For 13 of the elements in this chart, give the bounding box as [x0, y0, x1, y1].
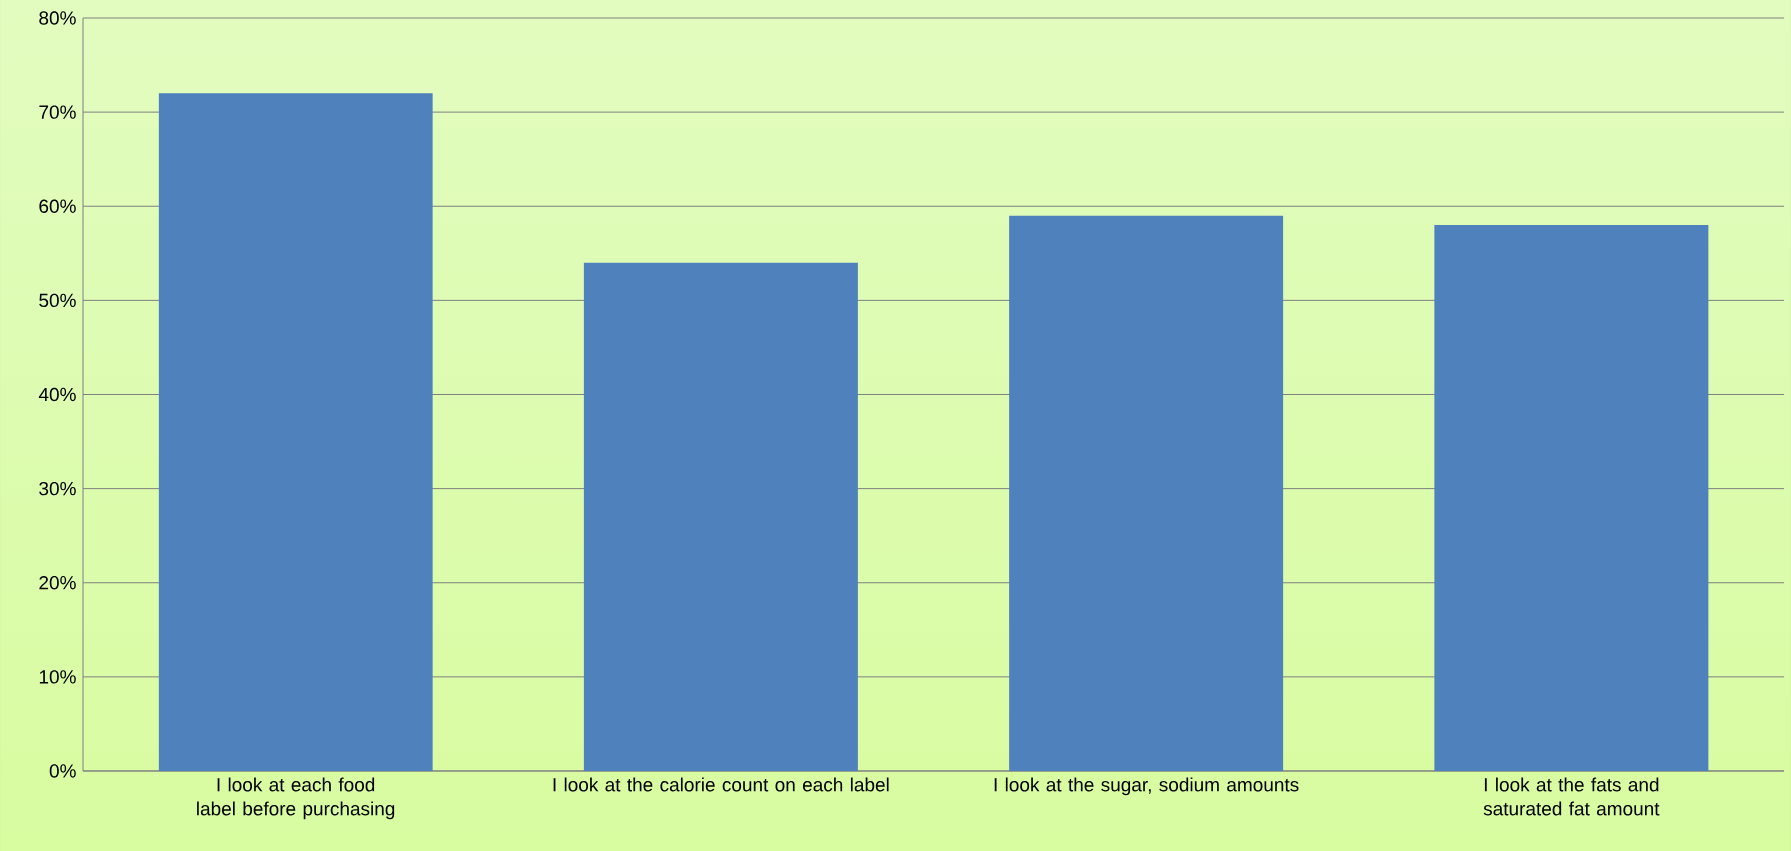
y-tick-label: 70%	[39, 105, 76, 119]
y-tick-label: 60%	[39, 199, 76, 213]
x-tick-label: I look at the fats and saturated fat amount	[1483, 777, 1660, 816]
y-tick-label: 40%	[38, 387, 76, 402]
x-tick-label: I look at each food label before purchasing	[197, 777, 395, 820]
y-tick-label: 80%	[39, 11, 76, 25]
y-tick-label: 10%	[39, 670, 76, 684]
y-tick-label: 50%	[39, 293, 76, 308]
y-tick-label: 30%	[39, 481, 76, 496]
y-tick-label: 0%	[49, 764, 76, 778]
x-tick-label: I look at the calorie count on each label	[553, 777, 889, 792]
y-tick-label: 20%	[39, 576, 76, 590]
x-tick-label: I look at the sugar, sodium amounts	[994, 777, 1299, 796]
